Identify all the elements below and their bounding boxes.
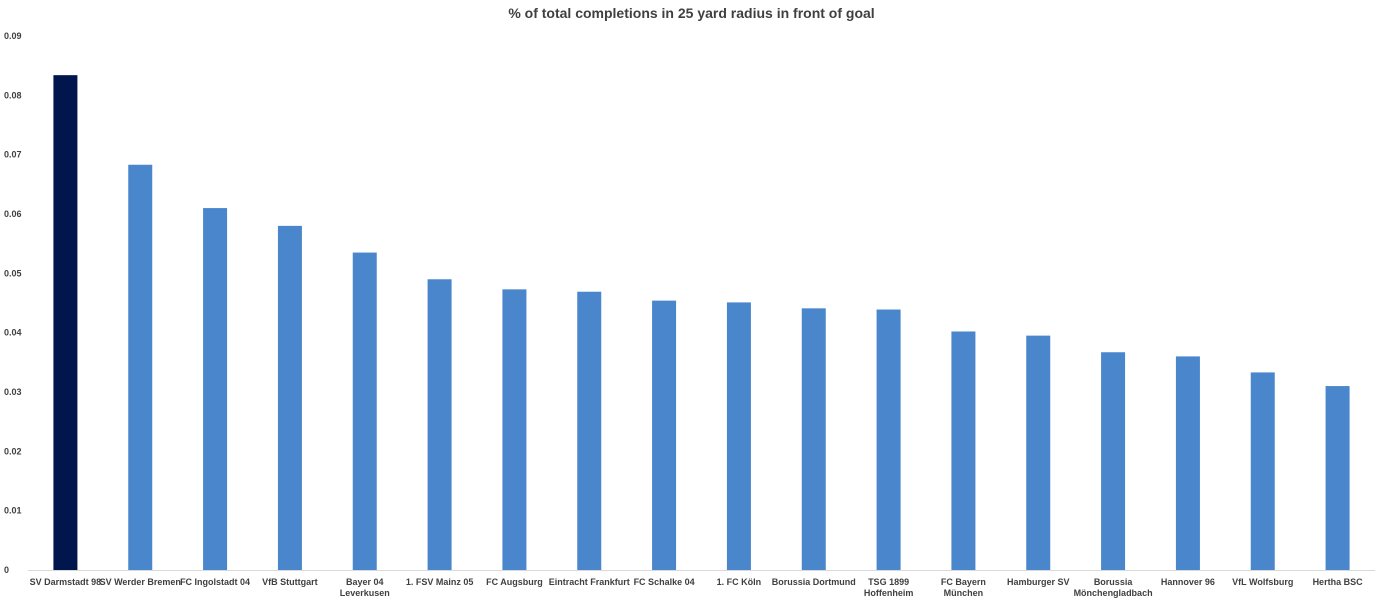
x-tick-label-line: Bayer 04 [346, 577, 384, 587]
bar-12 [951, 331, 976, 570]
x-tick-label: VfL Wolfsburg [1232, 577, 1293, 587]
x-tick-label: Hannover 96 [1161, 577, 1215, 587]
x-tick-label-line: 1. FSV Mainz 05 [406, 577, 474, 587]
y-tick-label: 0.07 [4, 150, 22, 160]
x-tick-label-line: 1. FC Köln [717, 577, 762, 587]
bar-8 [652, 300, 677, 570]
x-tick-label: 1. FC Köln [717, 577, 762, 587]
bar-17 [1325, 386, 1350, 570]
x-tick-label-line: TSG 1899 [868, 577, 909, 587]
y-tick-label: 0.08 [4, 90, 22, 100]
x-tick-label-line: Mönchengladbach [1074, 588, 1153, 598]
x-tick-label-line: Hoffenheim [864, 588, 914, 598]
bar-16 [1250, 372, 1275, 570]
bar-6 [502, 289, 527, 570]
x-tick-label-line: FC Ingolstadt 04 [180, 577, 250, 587]
x-tick-label-line: Leverkusen [340, 588, 390, 598]
x-tick-label-line: Hamburger SV [1007, 577, 1070, 587]
bar-9 [726, 302, 751, 570]
bar-15 [1175, 356, 1200, 570]
x-tick-label-line: SV Werder Bremen [100, 577, 181, 587]
x-tick-label: Hertha BSC [1313, 577, 1364, 587]
x-tick-label: SV Werder Bremen [100, 577, 181, 587]
x-tick-label-line: SV Darmstadt 98 [30, 577, 102, 587]
x-tick-label: SV Darmstadt 98 [30, 577, 102, 587]
x-tick-label: FC Ingolstadt 04 [180, 577, 250, 587]
x-tick-label: Borussia Dortmund [772, 577, 856, 587]
bar-3 [277, 225, 302, 570]
x-tick-label: FC Bayern München [941, 577, 986, 598]
y-tick-label: 0.03 [4, 387, 22, 397]
y-tick-label: 0.02 [4, 446, 22, 456]
chart-title: % of total completions in 25 yard radius… [508, 5, 875, 21]
y-tick-label: 0.09 [4, 31, 22, 41]
x-tick-label: VfB Stuttgart [262, 577, 318, 587]
bar-11 [876, 309, 901, 570]
bar-14 [1101, 352, 1126, 570]
x-tick-label-line: Borussia Dortmund [772, 577, 856, 587]
x-tick-label-line: München [944, 588, 984, 598]
x-tick-label: Hamburger SV [1007, 577, 1070, 587]
x-tick-label: FC Schalke 04 [634, 577, 695, 587]
y-tick-label: 0.01 [4, 506, 22, 516]
x-tick-label-line: VfL Wolfsburg [1232, 577, 1293, 587]
y-tick-label: 0.05 [4, 268, 22, 278]
x-tick-label-line: VfB Stuttgart [262, 577, 318, 587]
y-tick-label: 0.06 [4, 209, 22, 219]
x-tick-label-line: Hannover 96 [1161, 577, 1215, 587]
x-tick-label-line: Borussia [1094, 577, 1134, 587]
x-tick-label: Eintracht Frankfurt [549, 577, 630, 587]
x-tick-label-line: Eintracht Frankfurt [549, 577, 630, 587]
bar-13 [1026, 335, 1051, 570]
bar-1 [128, 164, 153, 570]
y-tick-label: 0.04 [4, 328, 22, 338]
x-tick-label: Bayer 04 Leverkusen [340, 577, 390, 598]
x-tick-label-line: Hertha BSC [1313, 577, 1364, 587]
x-tick-label: Borussia Mönchengladbach [1074, 577, 1153, 598]
bar-4 [352, 252, 377, 571]
x-tick-label-line: FC Augsburg [486, 577, 543, 587]
bar-7 [577, 291, 602, 570]
bar-10 [801, 308, 826, 570]
bar-5 [427, 279, 452, 570]
x-tick-label: 1. FSV Mainz 05 [406, 577, 474, 587]
x-tick-label: FC Augsburg [486, 577, 543, 587]
bar-2 [203, 208, 228, 571]
bar-0 [53, 75, 78, 570]
x-tick-label-line: FC Bayern [941, 577, 986, 587]
x-tick-label-line: FC Schalke 04 [634, 577, 695, 587]
y-tick-label: 0 [4, 565, 9, 575]
x-tick-label: TSG 1899 Hoffenheim [864, 577, 914, 598]
